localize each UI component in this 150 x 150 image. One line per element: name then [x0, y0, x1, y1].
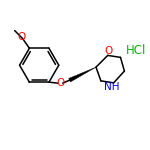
Text: O: O	[57, 78, 65, 88]
Text: HCl: HCl	[125, 44, 146, 57]
Text: NH: NH	[104, 82, 119, 92]
Text: O: O	[17, 32, 26, 42]
Polygon shape	[69, 67, 96, 82]
Text: O: O	[105, 46, 113, 57]
